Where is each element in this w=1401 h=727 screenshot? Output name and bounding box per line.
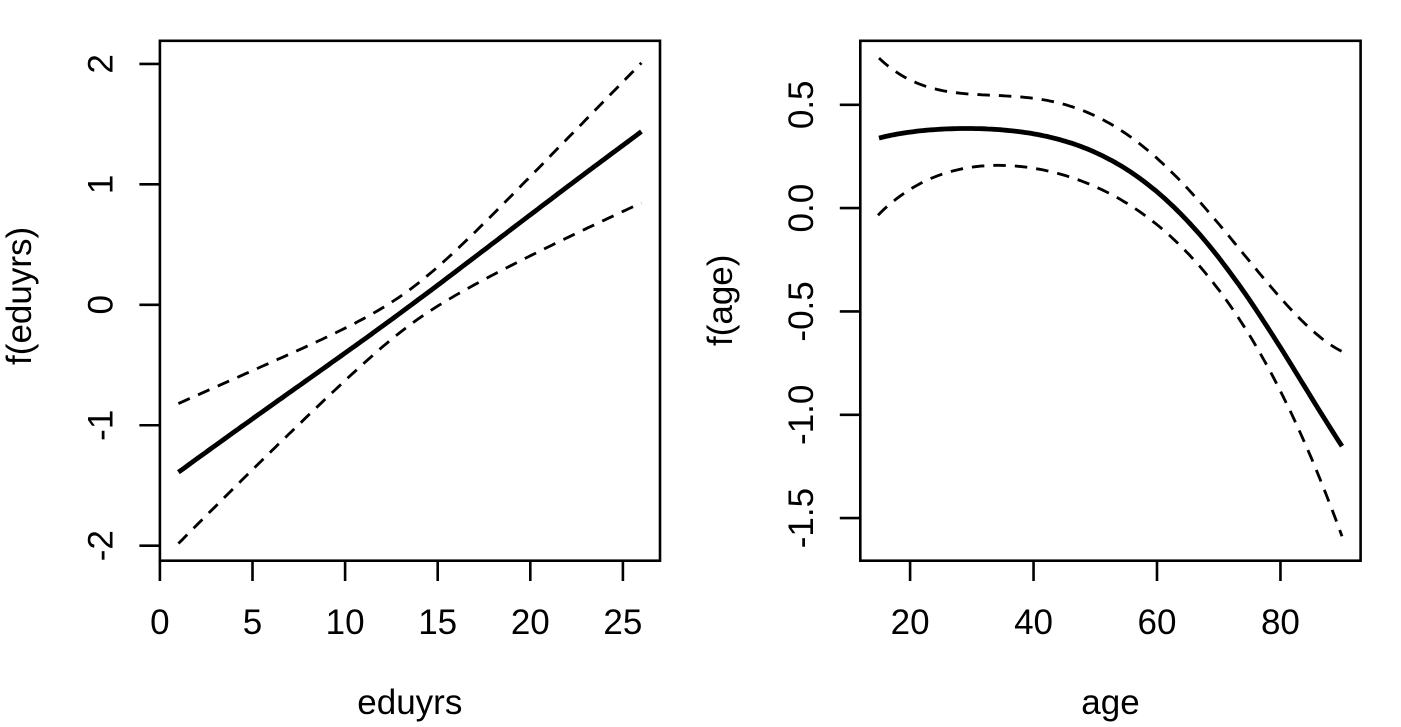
svg-text:1: 1 [81, 175, 120, 194]
svg-text:f(age): f(age) [701, 255, 740, 346]
svg-text:-1.0: -1.0 [782, 385, 821, 445]
svg-text:15: 15 [418, 603, 457, 642]
svg-text:eduyrs: eduyrs [357, 683, 462, 722]
svg-text:0: 0 [150, 603, 169, 642]
svg-text:-2: -2 [81, 530, 120, 561]
svg-text:10: 10 [326, 603, 365, 642]
svg-text:25: 25 [603, 603, 642, 642]
svg-text:age: age [1081, 683, 1139, 722]
svg-text:20: 20 [891, 603, 930, 642]
svg-text:5: 5 [243, 603, 262, 642]
svg-text:20: 20 [511, 603, 550, 642]
svg-text:0.5: 0.5 [782, 80, 821, 129]
svg-text:40: 40 [1014, 603, 1053, 642]
svg-text:-1.5: -1.5 [782, 488, 821, 548]
svg-text:2: 2 [81, 54, 120, 73]
svg-text:0: 0 [81, 295, 120, 314]
svg-text:0.0: 0.0 [782, 184, 821, 233]
svg-text:-0.5: -0.5 [782, 281, 821, 341]
svg-text:f(eduyrs): f(eduyrs) [0, 227, 39, 365]
svg-text:-1: -1 [81, 410, 120, 441]
svg-text:80: 80 [1261, 603, 1300, 642]
svg-text:60: 60 [1138, 603, 1177, 642]
